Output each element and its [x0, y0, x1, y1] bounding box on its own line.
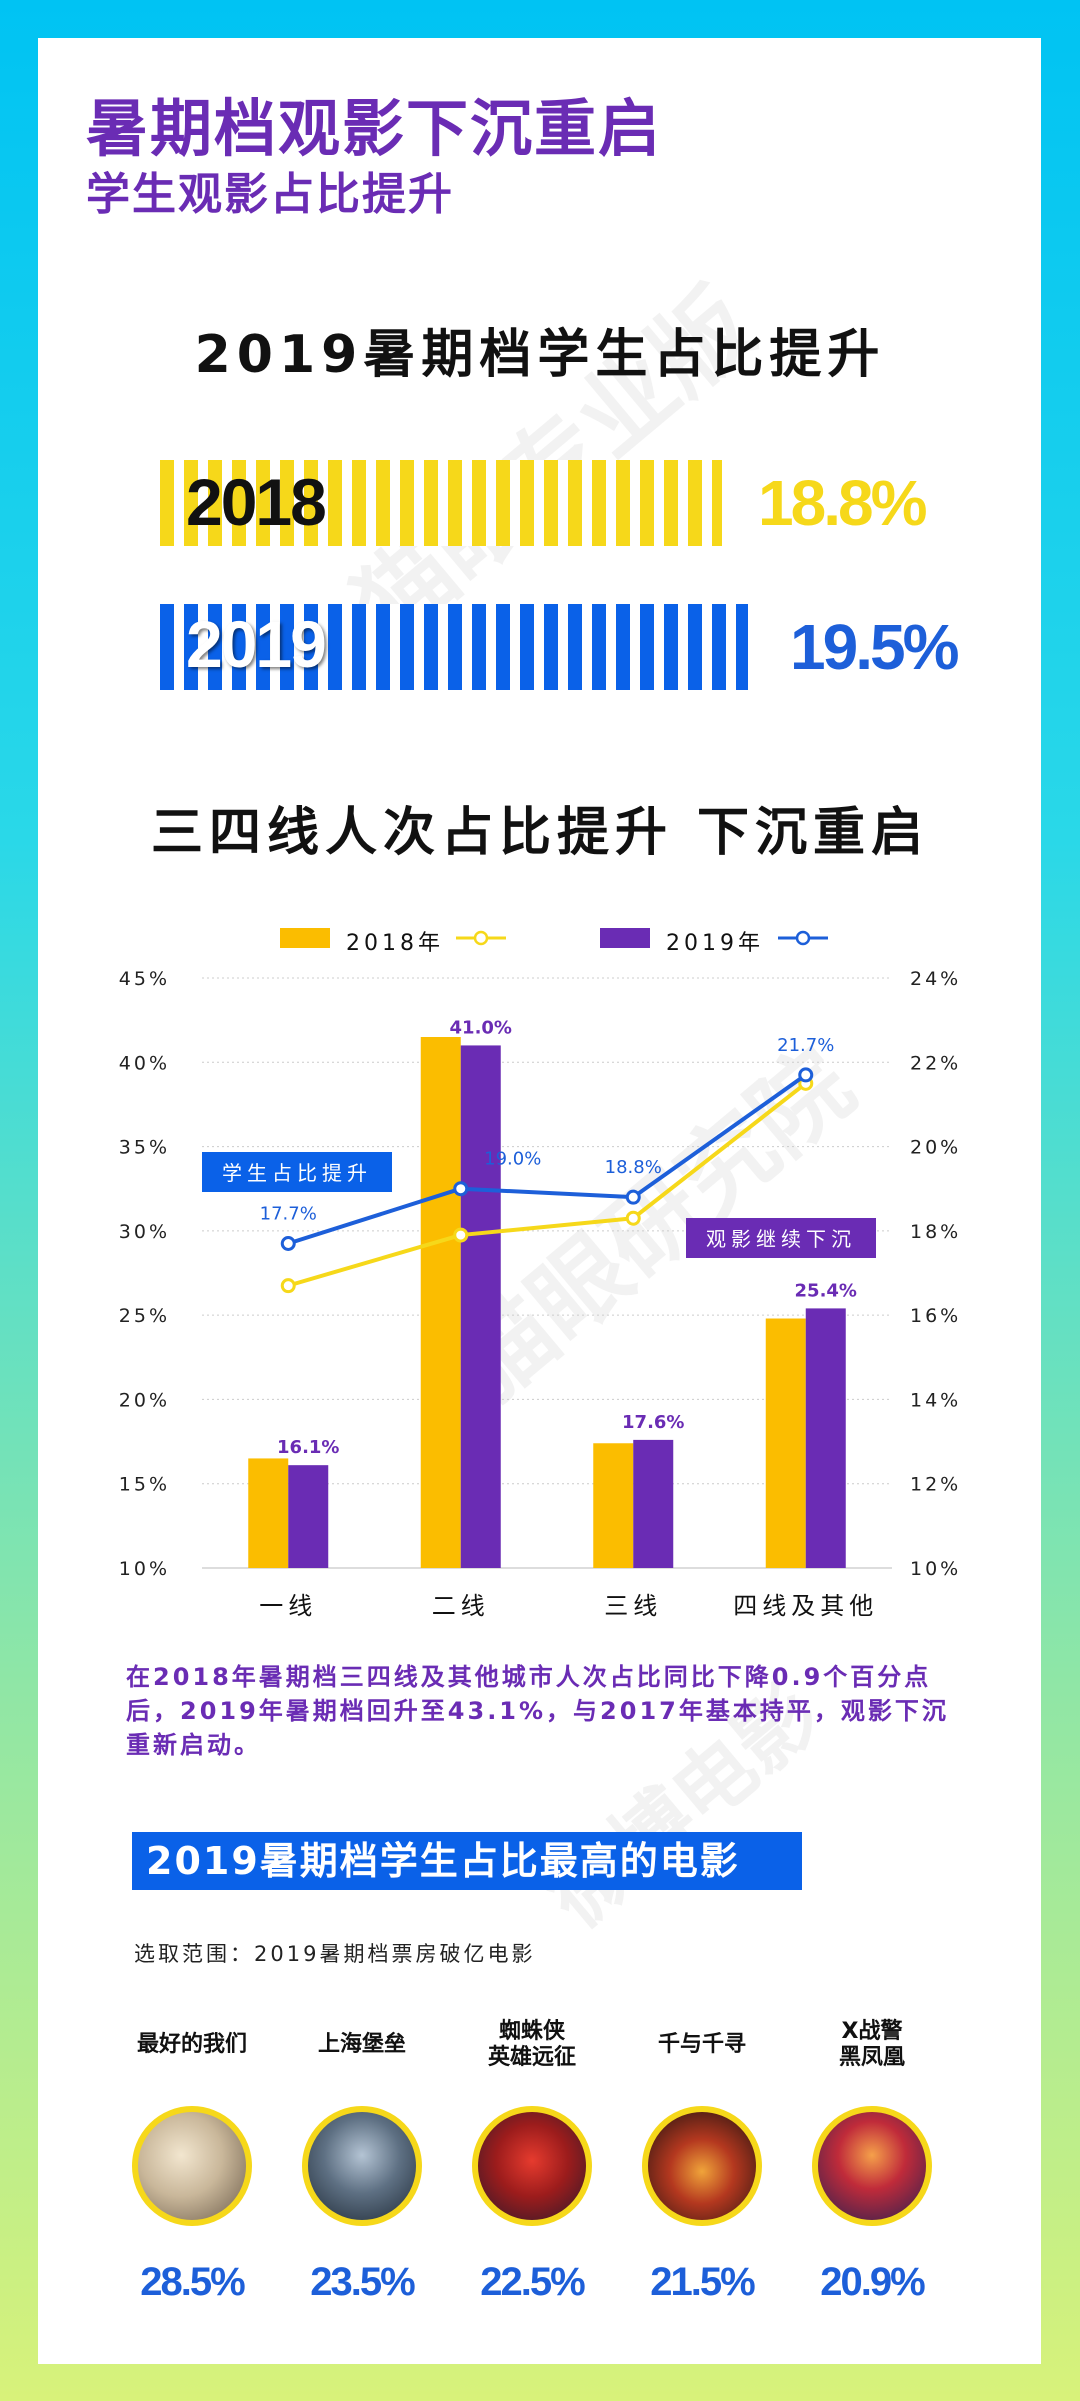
line-point-2019年 [280, 1236, 296, 1251]
left-axis-tick-label: 25% [119, 1305, 170, 1327]
legend-2019-marker [795, 930, 811, 946]
bar-data-label: 41.0% [450, 1017, 512, 1038]
movie-name: X战警 黑凤凰 [787, 2016, 957, 2074]
x-axis-category-label: 三线 [604, 1592, 662, 1620]
bar-2019年-四线及其他 [805, 1308, 846, 1568]
bar-2018年-一线 [248, 1458, 289, 1568]
movie-name-line1: 蜘蛛侠 [498, 2019, 565, 2044]
bar-2018 [160, 460, 722, 546]
x-axis-category-label: 四线及其他 [733, 1592, 878, 1620]
movie-poster [812, 2106, 932, 2226]
right-axis-tick-label: 16% [910, 1305, 961, 1327]
left-axis-tick-label: 15% [119, 1474, 170, 1496]
legend-2018-marker [473, 930, 489, 946]
line-data-label: 17.7% [260, 1204, 317, 1225]
bar-2018年-二线 [420, 1037, 461, 1568]
legend-2019-swatch [600, 928, 650, 948]
left-axis-tick-label: 35% [119, 1137, 170, 1159]
movie-name-line1: 上海堡垒 [317, 2032, 406, 2057]
bar-data-label: 17.6% [622, 1412, 684, 1433]
left-axis-tick-label: 30% [119, 1221, 170, 1243]
right-axis-tick-label: 20% [910, 1137, 961, 1159]
movie-name-line1: 千与千寻 [657, 2032, 746, 2057]
legend-2018-swatch [280, 928, 330, 948]
left-axis-tick-label: 40% [119, 1052, 170, 1074]
bar-2019-pct: 19.5% [790, 611, 959, 683]
page-subtitle: 学生观影占比提升 [86, 169, 454, 220]
movie-name-line2: 黑凤凰 [838, 2045, 905, 2070]
line-data-label: 21.7% [777, 1035, 834, 1056]
left-axis-tick-label: 10% [119, 1558, 170, 1580]
bar-2019年-三线 [633, 1439, 674, 1568]
bar-2019 [160, 604, 748, 690]
tier-combo-chart: 2018年 2019年 45% 24% 40% 22% 35% 20% 30% 18% 25% 1… [119, 928, 961, 1620]
callout-student-label: 学生占比提升 [222, 1161, 372, 1185]
callout-sinking: 观影继续下沉 [686, 1218, 876, 1258]
right-axis-tick-label: 14% [910, 1389, 961, 1411]
movie-card: 最好的我们 28.5% [107, 2016, 277, 2305]
chart-legend: 2018年 2019年 [280, 928, 828, 956]
movie-poster [302, 2106, 422, 2226]
legend-2019-label: 2019年 [666, 931, 764, 956]
movie-card: 上海堡垒 23.5% [277, 2016, 447, 2305]
movie-card: 蜘蛛侠 英雄远征 22.5% [447, 2016, 617, 2305]
x-axis-category-label: 一线 [259, 1592, 317, 1620]
movie-name: 蜘蛛侠 英雄远征 [447, 2016, 617, 2074]
line-point-2018年 [280, 1278, 296, 1294]
infographic-card [38, 38, 1041, 2364]
movie-card: X战警 黑凤凰 20.9% [787, 2016, 957, 2305]
legend-2018-label: 2018年 [346, 931, 444, 956]
movie-student-share: 28.5% [140, 2260, 245, 2304]
movie-student-share: 20.9% [820, 2260, 925, 2304]
bar-2018-year: 2018 [186, 465, 327, 539]
line-point-2018年 [453, 1227, 469, 1243]
bar-2019-year: 2019 [186, 607, 327, 681]
line-2018年 [287, 1081, 807, 1288]
bar-2019年-一线 [288, 1465, 329, 1568]
movies-banner: 2019暑期档学生占比最高的电影 [132, 1832, 802, 1890]
movie-student-share: 22.5% [480, 2260, 585, 2304]
movie-poster [472, 2106, 592, 2226]
movie-poster [132, 2106, 252, 2226]
line-2019年 [287, 1073, 807, 1246]
line-data-label: 19.0% [484, 1149, 541, 1170]
movie-name-line2: 英雄远征 [487, 2045, 576, 2070]
line-data-label: 18.8% [605, 1157, 662, 1178]
tier-share-title: 三四线人次占比提升 下沉重启 [150, 803, 930, 863]
bar-data-label: 25.4% [795, 1280, 857, 1301]
movie-name-line1: 最好的我们 [136, 2032, 247, 2057]
movie-name: 千与千寻 [617, 2016, 787, 2074]
bar-2018-pct: 18.8% [758, 467, 927, 539]
bar-2018年-四线及其他 [765, 1318, 806, 1568]
right-axis-tick-label: 10% [910, 1558, 961, 1580]
right-axis-tick-label: 18% [910, 1221, 961, 1243]
page-title: 暑期档观影下沉重启 [86, 92, 663, 165]
left-axis-tick-label: 20% [119, 1389, 170, 1411]
movie-card: 千与千寻 21.5% [617, 2016, 787, 2305]
line-point-2019年 [453, 1181, 469, 1197]
bar-2019年-二线 [460, 1045, 501, 1568]
callout-student: 学生占比提升 [202, 1152, 392, 1192]
right-axis-tick-label: 12% [910, 1474, 961, 1496]
movies-scope: 选取范围：2019暑期档票房破亿电影 [134, 1942, 536, 1966]
line-point-2019年 [798, 1067, 814, 1083]
movie-name-line1: X战警 [841, 2019, 903, 2044]
line-point-2019年 [625, 1189, 641, 1205]
movie-name: 上海堡垒 [277, 2016, 447, 2074]
movie-poster [642, 2106, 762, 2226]
student-share-title: 2019暑期档学生占比提升 [194, 325, 886, 385]
left-axis-tick-label: 45% [119, 968, 170, 990]
right-axis-tick-label: 24% [910, 968, 961, 990]
tier-note: 在2018年暑期档三四线及其他城市人次占比同比下降0.9个百分点后，2019年暑… [126, 1663, 949, 1759]
bar-2018年-三线 [593, 1443, 634, 1568]
right-axis-tick-label: 22% [910, 1052, 961, 1074]
bar-data-label: 16.1% [277, 1437, 339, 1458]
x-axis-category-label: 二线 [432, 1592, 490, 1620]
movie-student-share: 21.5% [650, 2260, 755, 2304]
movie-name: 最好的我们 [107, 2016, 277, 2074]
line-point-2018年 [625, 1210, 641, 1226]
movie-student-share: 23.5% [310, 2260, 415, 2304]
callout-sinking-label: 观影继续下沉 [706, 1227, 856, 1251]
